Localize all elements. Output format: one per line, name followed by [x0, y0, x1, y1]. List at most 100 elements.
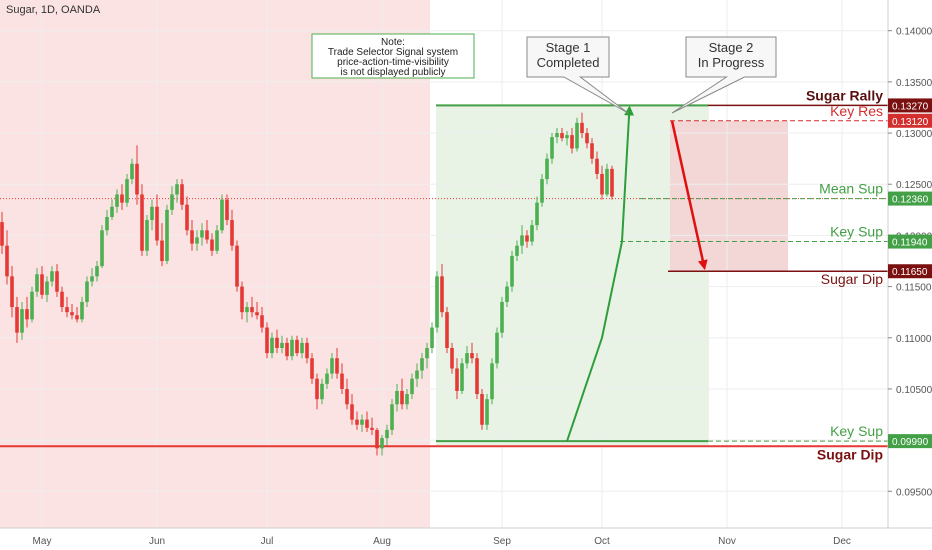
level-lines	[0, 104, 888, 448]
candle-body	[210, 239, 214, 251]
candle-body	[90, 276, 94, 282]
candle-body	[490, 363, 494, 400]
candle-body	[510, 255, 514, 287]
candle-body	[115, 194, 119, 207]
candle-body	[420, 358, 424, 371]
candle-body	[565, 135, 569, 139]
candle-body	[250, 307, 254, 313]
price-tick-label: 0.13500	[896, 78, 932, 89]
level-name: Mean Sup	[819, 181, 883, 197]
stage2-text: In Progress	[698, 55, 765, 70]
candle-body	[310, 358, 314, 379]
candle-body	[580, 122, 584, 134]
note-text: price-action-time-visibility	[337, 57, 449, 68]
candle-body	[275, 337, 279, 348]
candle-body	[545, 158, 549, 180]
candle-body	[180, 184, 184, 205]
candle-body	[45, 281, 49, 295]
note-text: is not displayed publicly	[340, 67, 445, 78]
candle-body	[280, 342, 284, 348]
candle-body	[520, 235, 524, 246]
candle-body	[350, 404, 354, 420]
candle-body	[110, 206, 114, 217]
candle-body	[305, 342, 309, 359]
candle-body	[160, 240, 164, 261]
candle-body	[445, 312, 449, 348]
time-tick-label: Nov	[718, 536, 736, 547]
candle-body	[215, 230, 219, 251]
candle-body	[290, 339, 294, 357]
candle-body	[375, 429, 379, 449]
time-tick-label: Sep	[493, 536, 511, 547]
candle-body	[140, 194, 144, 251]
time-tick-label: Dec	[833, 536, 851, 547]
candle-body	[460, 363, 464, 391]
candle-body	[260, 315, 264, 328]
time-tick-label: Aug	[373, 536, 391, 547]
price-tick-label: 0.14000	[896, 27, 932, 38]
candle-body	[195, 237, 199, 244]
candle-body	[220, 199, 224, 231]
candle-body	[570, 135, 574, 149]
decline-arrow	[670, 120, 708, 271]
candle-body	[590, 143, 594, 159]
candle-body	[80, 301, 84, 320]
candle-body	[455, 368, 459, 391]
candle-body	[355, 419, 359, 425]
candle-body	[440, 276, 444, 313]
candle-body	[600, 174, 604, 195]
level-tag-label: 0.11940	[892, 238, 928, 249]
candle-body	[75, 315, 79, 320]
candle-body	[320, 383, 324, 400]
note-text: Note:	[381, 37, 405, 48]
candle-body	[130, 163, 134, 180]
candle-body	[105, 216, 109, 231]
stage2-bubble	[671, 36, 777, 114]
candle-body	[435, 276, 439, 328]
price-tick-label: 0.11000	[896, 334, 932, 345]
time-tick-label: Jul	[261, 536, 274, 547]
candle-body	[390, 404, 394, 430]
candle-body	[345, 388, 349, 405]
candle-body	[560, 133, 564, 139]
candle-body	[265, 327, 269, 354]
level-tag	[888, 234, 932, 249]
candle-body	[300, 342, 304, 354]
price-tick-label: 0.09500	[896, 487, 932, 498]
candle-body	[145, 220, 149, 251]
candle-body	[120, 194, 124, 203]
candle-body	[95, 266, 99, 277]
level-tag-label: 0.13120	[892, 117, 929, 128]
candle-body	[10, 276, 14, 308]
candle-body	[465, 353, 469, 364]
candle-body	[190, 230, 194, 244]
candle-body	[135, 163, 139, 195]
candle-body	[400, 390, 404, 405]
level-tag	[888, 98, 932, 113]
candle-body	[480, 394, 484, 425]
candle-body	[325, 373, 329, 384]
level-name: Key Sup	[830, 423, 883, 439]
level-tag-label: 0.11650	[892, 267, 928, 278]
level-tag	[888, 191, 932, 206]
candle-body	[60, 291, 64, 308]
candle-body	[175, 184, 179, 195]
candle-body	[540, 179, 544, 203]
level-name: Key Res	[830, 103, 883, 119]
stage2-text: Stage 2	[709, 40, 754, 55]
candle-body	[0, 222, 4, 246]
candle-body	[245, 307, 249, 313]
price-tick-label: 0.11500	[896, 283, 932, 294]
candle-body	[70, 312, 74, 316]
price-tick-label: 0.13000	[896, 129, 932, 140]
candle-body	[365, 419, 369, 428]
candle-body	[410, 378, 414, 395]
candle-body	[385, 429, 389, 439]
bear-region	[0, 0, 430, 528]
candle-body	[605, 168, 609, 195]
price-tick-label: 0.12500	[896, 180, 932, 191]
level-tag-label: 0.13270	[892, 101, 929, 112]
level-name: Sugar Rally	[806, 87, 883, 103]
candle-body	[315, 378, 319, 400]
